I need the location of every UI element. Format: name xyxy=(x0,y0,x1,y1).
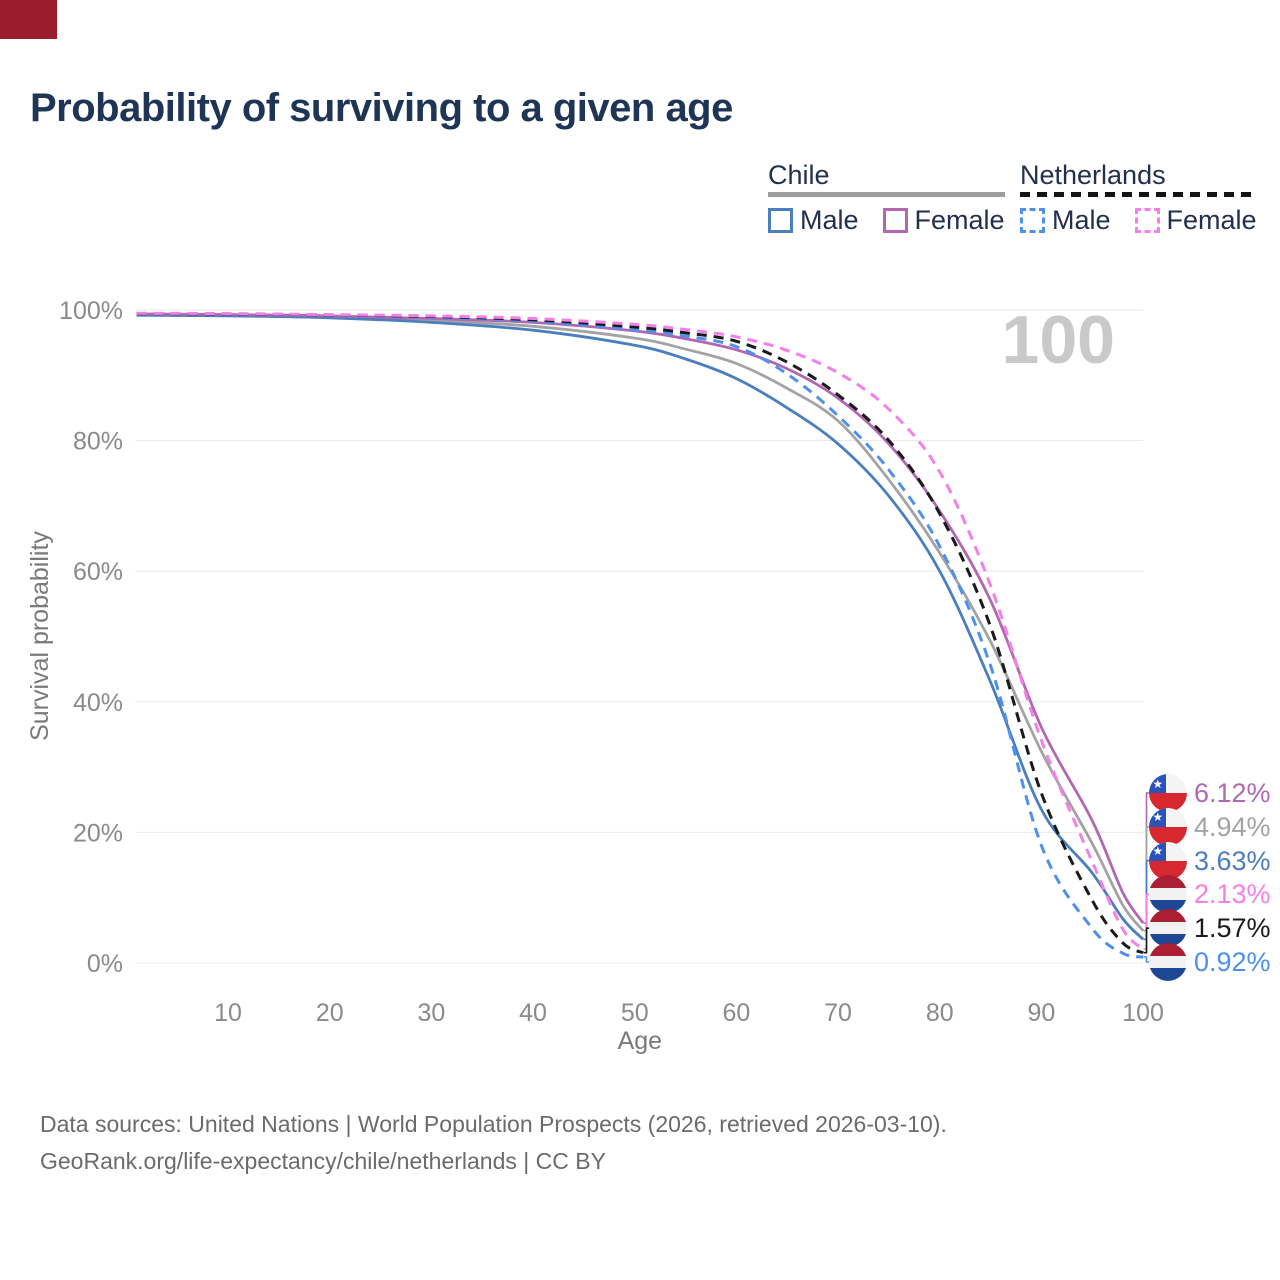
legend-chile-label: Chile xyxy=(768,160,830,190)
y-tick-label: 100% xyxy=(59,297,123,325)
y-axis-title: Survival probability xyxy=(26,531,54,741)
x-tick-label: 20 xyxy=(316,999,344,1027)
x-axis-title: Age xyxy=(618,1027,662,1055)
y-tick-label: 60% xyxy=(73,558,123,586)
x-tick-label: 60 xyxy=(722,999,750,1027)
end-value-chile-female: 6.12% xyxy=(1194,778,1271,808)
x-tick-label: 10 xyxy=(214,999,242,1027)
chile-flag-icon: ★ xyxy=(1149,774,1187,812)
footer-sources: Data sources: United Nations | World Pop… xyxy=(40,1111,947,1137)
x-tick-label: 100 xyxy=(1122,999,1164,1027)
end-value-chile-both: 4.94% xyxy=(1194,811,1271,842)
netherlands-flag-icon xyxy=(1149,909,1187,948)
end-label-row-netherlands-female: 2.13% xyxy=(1149,874,1271,914)
footer: Data sources: United Nations | World Pop… xyxy=(40,1106,947,1180)
connector-netherlands-both xyxy=(1143,927,1150,954)
line-chile-female xyxy=(136,312,1145,924)
legend-item-chile-male[interactable]: Male xyxy=(768,205,859,235)
y-tick-label: 80% xyxy=(73,428,123,456)
y-tick-label: 0% xyxy=(87,950,123,978)
chile-male-checkbox-icon[interactable] xyxy=(768,207,793,233)
connector-netherlands-female xyxy=(1143,893,1150,950)
chile-flag-icon: ★ xyxy=(1149,841,1187,880)
chile-flag-icon: ★ xyxy=(1149,807,1187,846)
netherlands-flag-icon xyxy=(1149,943,1187,981)
x-tick-label: 90 xyxy=(1027,999,1055,1027)
end-label-row-chile-male: ★ 3.63% xyxy=(1149,841,1271,881)
chile-flag-star-icon: ★ xyxy=(1149,774,1167,793)
line-chile-both xyxy=(136,313,1145,932)
x-tick-label: 30 xyxy=(417,999,445,1027)
x-tick-label: 40 xyxy=(519,999,547,1027)
chile-female-checkbox-icon[interactable] xyxy=(882,207,908,233)
netherlands-male-label: Male xyxy=(1052,205,1111,235)
footer-attribution: GeoRank.org/life-expectancy/chile/nether… xyxy=(40,1148,606,1174)
line-netherlands-female xyxy=(136,311,1145,951)
legend-group-netherlands: Netherlands Male Female xyxy=(1020,160,1257,235)
corner-artifact xyxy=(0,0,57,39)
end-label-row-netherlands-male: 0.92% xyxy=(1149,942,1271,982)
chile-flag-star-icon: ★ xyxy=(1149,807,1167,827)
survival-chart: 0% 20% 40% 60% 80% 100% 10 20 30 40 50 60 70 80 90 100 A… xyxy=(26,297,1164,1055)
chile-flag-star-icon: ★ xyxy=(1149,841,1167,861)
end-value-netherlands-male: 0.92% xyxy=(1194,947,1271,977)
legend-chile-underline xyxy=(768,192,1005,197)
end-label-row-chile-female: ★ 6.12% xyxy=(1149,773,1271,813)
end-label-row-chile-both: ★ 4.94% xyxy=(1149,807,1271,847)
legend-netherlands-label: Netherlands xyxy=(1020,160,1166,190)
legend-netherlands-underline xyxy=(1020,192,1257,197)
netherlands-female-label: Female xyxy=(1166,205,1257,235)
line-netherlands-both xyxy=(136,312,1144,955)
end-label-row-netherlands-both: 1.57% xyxy=(1149,908,1271,948)
page-title: Probability of surviving to a given age xyxy=(30,86,733,130)
connector-netherlands-male xyxy=(1143,956,1150,963)
netherlands-female-checkbox-icon[interactable] xyxy=(1134,207,1160,233)
netherlands-male-checkbox-icon[interactable] xyxy=(1020,207,1045,233)
legend-item-chile-female[interactable]: Female xyxy=(882,205,1005,235)
chile-female-label: Female xyxy=(914,205,1005,235)
y-tick-label: 20% xyxy=(73,819,123,847)
y-tick-label: 40% xyxy=(73,689,123,717)
x-tick-label: 50 xyxy=(621,999,649,1027)
line-chile-male xyxy=(136,313,1145,941)
x-tick-label: 70 xyxy=(824,999,852,1027)
end-value-netherlands-both: 1.57% xyxy=(1194,913,1271,944)
netherlands-flag-icon xyxy=(1149,875,1187,914)
end-value-netherlands-female: 2.13% xyxy=(1194,879,1271,910)
watermark-age-100: 100 xyxy=(1002,302,1115,378)
legend-item-netherlands-male[interactable]: Male xyxy=(1020,205,1111,235)
chile-male-label: Male xyxy=(800,205,859,235)
end-value-chile-male: 3.63% xyxy=(1194,845,1271,876)
legend-item-netherlands-female[interactable]: Female xyxy=(1134,205,1257,235)
legend-group-chile: Chile Male Female xyxy=(768,160,1005,235)
x-tick-label: 80 xyxy=(926,999,954,1027)
